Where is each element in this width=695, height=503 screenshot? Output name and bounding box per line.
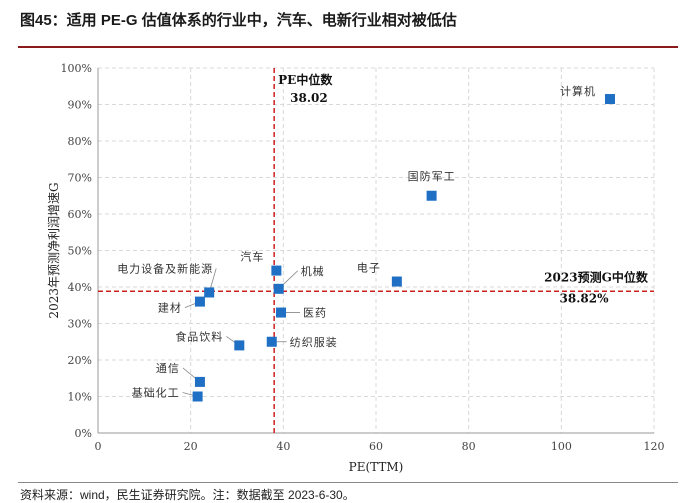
point-label: 机械 (301, 264, 325, 278)
data-point (271, 265, 282, 276)
x-tick-label: 40 (276, 440, 290, 453)
data-point (204, 287, 215, 298)
source-note: 资料来源：wind，民生证券研究院。注：数据截至 2023-6-30。 (20, 488, 355, 502)
point-label: 通信 (156, 362, 180, 375)
median-lines (98, 68, 654, 433)
data-point (604, 94, 615, 105)
data-point (273, 283, 284, 294)
x-tick-label: 80 (462, 440, 476, 453)
point-label: 国防军工 (408, 169, 456, 183)
axes: 0% 10% 20% 30% 40% 50% 60% 70% 80% 90% 100% 0 20 40 60… (47, 62, 665, 474)
source-rule (18, 482, 678, 483)
data-point (194, 296, 205, 307)
data-points (192, 94, 615, 402)
data-point (194, 376, 205, 387)
y-tick-label: 80% (68, 135, 92, 148)
point-label: 电力设备及新能源 (117, 261, 213, 275)
data-point (192, 391, 203, 402)
point-label: 计算机 (560, 84, 596, 98)
x-tick-label: 100 (551, 440, 572, 453)
grid-lines (98, 67, 655, 433)
point-label: 电子 (357, 262, 381, 275)
x-tick-label: 120 (644, 440, 665, 453)
pe-median-label: PE中位数 (278, 72, 333, 87)
data-point (266, 336, 277, 347)
x-tick-label: 20 (184, 440, 198, 453)
y-tick-label: 30% (68, 318, 92, 331)
data-point (234, 340, 245, 351)
y-tick-label: 50% (68, 245, 92, 258)
g-median-label: 2023预测G中位数 (544, 269, 649, 284)
y-tick-label: 10% (68, 391, 92, 404)
median-labels: PE中位数 38.02 2023预测G中位数 38.82% (278, 72, 649, 305)
point-label: 纺织服装 (290, 335, 338, 349)
point-label: 食品饮料 (175, 329, 223, 343)
point-label: 基础化工 (132, 386, 180, 400)
x-tick-label: 0 (95, 440, 102, 453)
y-tick-label: 60% (68, 208, 92, 221)
point-label: 医药 (303, 307, 327, 320)
figure-title: 图45：适用 PE-G 估值体系的行业中，汽车、电新行业相对被低估 (20, 12, 457, 29)
y-tick-label: 0% (75, 427, 92, 440)
data-point (426, 190, 437, 201)
data-point (391, 276, 402, 287)
point-label: 建材 (158, 301, 182, 315)
x-tick-label: 60 (369, 440, 383, 453)
y-tick-label: 100% (61, 62, 92, 75)
y-tick-label: 40% (68, 281, 92, 294)
title-rule (18, 46, 678, 48)
y-tick-label: 90% (68, 99, 92, 112)
data-point (276, 307, 287, 318)
pe-median-value: 38.02 (290, 91, 328, 105)
g-median-value: 38.82% (560, 291, 610, 305)
y-tick-label: 20% (68, 354, 92, 367)
y-axis-title: 2023年预测净利润增速G (47, 182, 61, 318)
x-axis-title: PE(TTM) (349, 460, 404, 474)
y-tick-label: 70% (68, 172, 92, 185)
point-label: 汽车 (240, 250, 264, 264)
